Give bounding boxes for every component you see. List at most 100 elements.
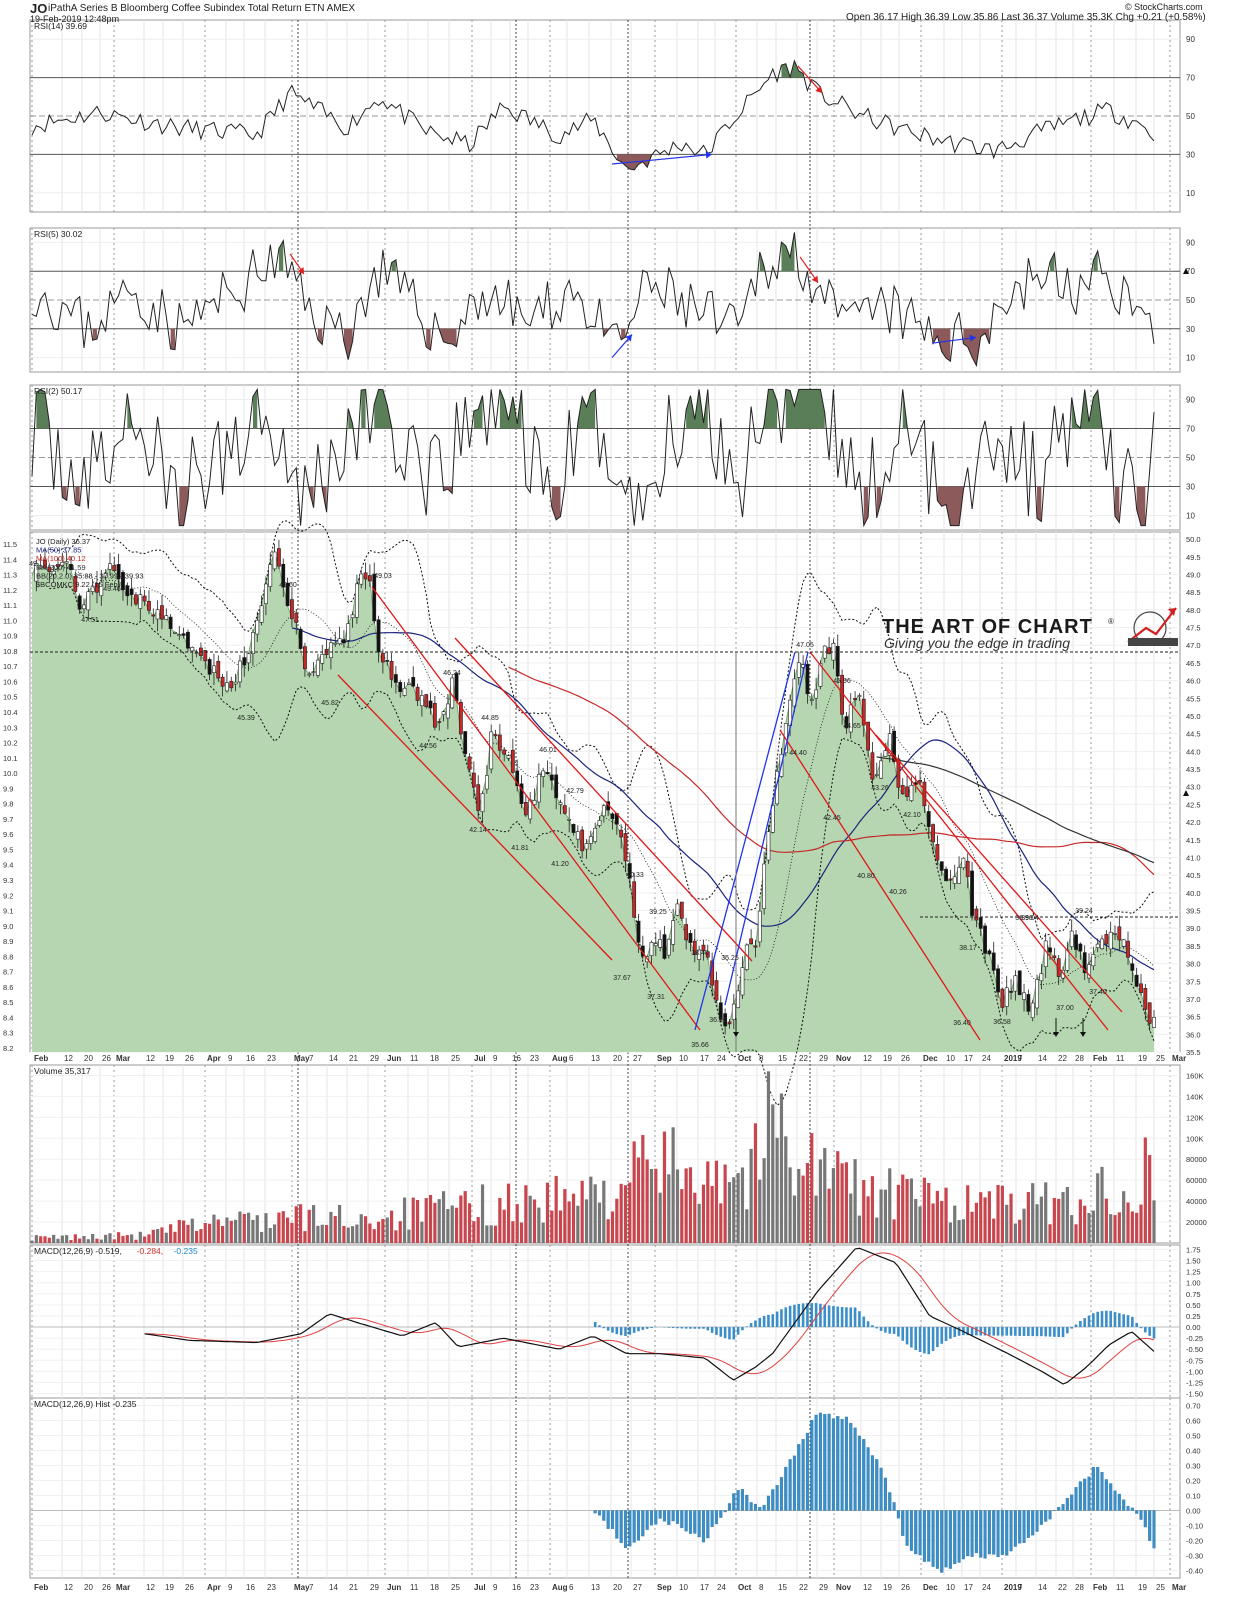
macd-hist-bar [715, 1327, 718, 1335]
macd-hist-bar [1118, 1313, 1121, 1327]
volume-tick-120K: 120K [1186, 1113, 1204, 1122]
x-tick-18-0: 18 [430, 1054, 439, 1063]
volume-bar [711, 1186, 714, 1243]
hist-bar [1018, 1511, 1021, 1544]
hist-bar [758, 1507, 761, 1510]
price-annotation-38.17: 38.17 [959, 945, 977, 952]
candle-body [134, 595, 137, 604]
candle-body [737, 991, 740, 1008]
volume-bar [1053, 1198, 1056, 1243]
candle-body [879, 761, 882, 778]
hist-bar [1031, 1511, 1034, 1536]
hist-bar [1079, 1482, 1082, 1511]
volume-bar [69, 1240, 72, 1243]
volume-bar [82, 1236, 85, 1243]
candle-body [810, 699, 813, 700]
volume-bar [455, 1208, 458, 1243]
volume-bar [498, 1198, 501, 1243]
volume-bar [533, 1199, 536, 1243]
candle-body [1096, 944, 1099, 948]
candle-body [433, 703, 436, 727]
rsi2-overbought-fill [686, 389, 708, 428]
price-left-tick-11.0: 11.0 [3, 616, 17, 625]
volume-bar [477, 1217, 480, 1243]
price-right-tick-44.5: 44.5 [1186, 730, 1201, 739]
volume-bar [927, 1183, 930, 1243]
macd-hist-bar [897, 1327, 900, 1336]
price-annotation-35.25: 35.25 [721, 955, 739, 962]
volume-bar [61, 1236, 64, 1243]
macd-hist-bar [607, 1327, 610, 1331]
candle-body [386, 660, 389, 661]
candle-body [217, 661, 220, 678]
x-tick-12-1: 12 [863, 1583, 872, 1592]
hist-bar [936, 1511, 939, 1569]
macd-hist-bar [1101, 1311, 1104, 1327]
macd-hist-bar [927, 1327, 930, 1354]
volume-bar [516, 1204, 519, 1243]
volume-bar [559, 1211, 562, 1243]
macd-tick-0.50: 0.50 [1186, 1301, 1201, 1310]
x-tick-9-1: 9 [493, 1583, 498, 1592]
volume-bar [1100, 1167, 1103, 1243]
volume-bar [1113, 1215, 1116, 1243]
price-left-tick-11.2: 11.2 [3, 586, 17, 595]
macd-hist-bar [1088, 1315, 1091, 1327]
x-tick-10-1: 10 [946, 1583, 955, 1592]
candle-body [290, 600, 293, 619]
volume-bar [247, 1213, 250, 1243]
macd-hist-bar [823, 1305, 826, 1327]
price-left-tick-10.0: 10.0 [3, 769, 18, 778]
x-tick-17-1: 17 [700, 1583, 709, 1592]
hist-bar [823, 1414, 826, 1510]
candle-body [338, 639, 341, 644]
volume-bar [776, 1138, 779, 1243]
watermark-registered: ® [1108, 617, 1114, 626]
candle-body [394, 675, 397, 683]
candle-body [1070, 931, 1073, 947]
macd-hist-bar [698, 1327, 701, 1329]
candle-body [620, 830, 623, 837]
volume-bar [550, 1211, 553, 1243]
volume-bar [312, 1205, 315, 1243]
candle-body [360, 574, 363, 584]
hist-bar [693, 1511, 696, 1534]
hist-bar [893, 1502, 896, 1510]
volume-bar [966, 1185, 969, 1243]
macd-hist-bar [1127, 1315, 1130, 1327]
volume-bar [866, 1196, 869, 1243]
x-tick-26-1: 26 [901, 1583, 910, 1592]
volume-bar [607, 1219, 610, 1243]
price-annotation-45.96: 45.96 [833, 678, 851, 685]
volume-bar [212, 1215, 215, 1243]
macd-tick--1.50: -1.50 [1186, 1390, 1203, 1399]
macd-hist-bar [650, 1327, 653, 1328]
candle-body [260, 606, 263, 623]
volume-bar [130, 1234, 133, 1243]
x-tick-Apr-1: Apr [207, 1583, 221, 1592]
hist-bar [667, 1511, 670, 1525]
candle-body [381, 653, 384, 662]
candle-body [139, 595, 142, 609]
volume-bar [624, 1185, 627, 1243]
candle-body [654, 944, 657, 946]
volume-bar [931, 1203, 934, 1243]
volume-bar [1087, 1213, 1090, 1243]
hist-bar [1092, 1467, 1095, 1510]
x-tick-26-0: 26 [901, 1054, 910, 1063]
candle-body [537, 774, 540, 802]
candle-body [576, 832, 579, 840]
price-left-tick-10.5: 10.5 [3, 693, 18, 702]
candle-body [624, 833, 627, 861]
x-tick-Jul-1: Jul [474, 1583, 486, 1592]
price-left-tick-9.3: 9.3 [3, 876, 13, 885]
x-tick-15-0: 15 [778, 1054, 787, 1063]
macd-hist-bar [1092, 1313, 1095, 1327]
hist-bar [641, 1511, 644, 1537]
volume-bar [1048, 1224, 1051, 1243]
hist-bar [654, 1511, 657, 1525]
hist-bar [906, 1511, 909, 1546]
x-tick-20-0: 20 [84, 1054, 93, 1063]
price-annotation-44.85: 44.85 [481, 715, 499, 722]
